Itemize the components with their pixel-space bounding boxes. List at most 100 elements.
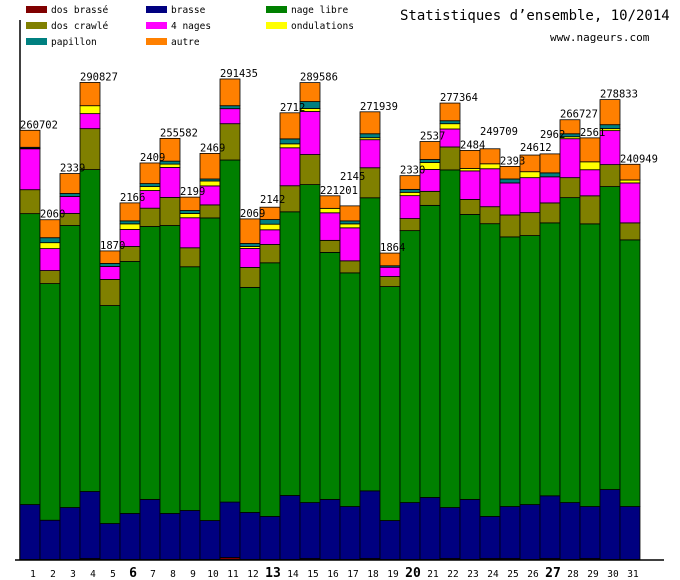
bar-segment-papillon-day-9 bbox=[179, 210, 201, 214]
bar-segment-dos-crawle-day-22 bbox=[439, 146, 461, 171]
bar-segment-autre-day-12 bbox=[239, 218, 261, 244]
bar-segment-dos-crawle-day-15 bbox=[299, 154, 321, 185]
bar-segment-nage-libre-day-1 bbox=[19, 213, 41, 505]
bar-segment-4-nages-day-5 bbox=[99, 266, 121, 280]
bar-segment-autre-day-30 bbox=[599, 99, 621, 126]
x-tick-label: 9 bbox=[190, 569, 196, 580]
legend-swatch-ondulations bbox=[266, 22, 287, 29]
bar-segment-brasse-day-30 bbox=[599, 489, 621, 560]
bar-total-label: 24612 bbox=[520, 142, 552, 154]
bar-segment-papillon-day-13 bbox=[259, 219, 281, 225]
x-tick-label: 30 bbox=[607, 569, 619, 580]
bar-total-label: 2069 bbox=[240, 208, 265, 220]
bar-total-label: 2166 bbox=[120, 192, 145, 204]
bar-segment-brasse-day-27 bbox=[539, 495, 561, 559]
legend-label-nage-libre: nage libre bbox=[291, 5, 348, 16]
bar-total-label: 2962 bbox=[540, 129, 565, 141]
bar-segment-nage-libre-day-6 bbox=[119, 261, 141, 514]
bar-segment-ondulations-day-17 bbox=[339, 223, 361, 229]
bar-segment-papillon-day-18 bbox=[359, 133, 381, 139]
bar-segment-brasse-day-3 bbox=[59, 507, 81, 560]
bar-segment-nage-libre-day-13 bbox=[259, 262, 281, 517]
x-tick-label: 16 bbox=[327, 569, 339, 580]
bar-segment-4-nages-day-23 bbox=[459, 170, 481, 200]
bar-segment-ondulations-day-9 bbox=[179, 213, 201, 219]
bar-total-label: 1864 bbox=[380, 242, 405, 254]
bar-segment-4-nages-day-15 bbox=[299, 111, 321, 155]
bar-total-label: 2145 bbox=[340, 171, 365, 183]
legend-swatch-autre bbox=[146, 38, 167, 45]
bar-segment-4-nages-day-20 bbox=[399, 195, 421, 219]
bar-segment-nage-libre-day-21 bbox=[419, 204, 441, 498]
bar-segment-brasse-day-10 bbox=[199, 520, 221, 560]
bar-segment-ondulations-day-16 bbox=[319, 207, 341, 214]
x-tick-label: 18 bbox=[367, 569, 379, 580]
bar-segment-4-nages-day-27 bbox=[539, 176, 561, 204]
bar-segment-dos-crawle-day-30 bbox=[599, 164, 621, 187]
bar-segment-brasse-day-14 bbox=[279, 495, 301, 560]
bar-total-label: 2060 bbox=[40, 209, 65, 221]
bar-total-label: 255582 bbox=[160, 127, 198, 139]
bar-segment-4-nages-day-26 bbox=[519, 177, 541, 214]
bar-total-label: 2330 bbox=[400, 165, 425, 177]
bar-segment-dos-crawle-day-26 bbox=[519, 212, 541, 236]
bar-segment-nage-libre-day-20 bbox=[399, 230, 421, 503]
bar-segment-4-nages-day-14 bbox=[279, 147, 301, 187]
bar-segment-4-nages-day-12 bbox=[239, 248, 261, 268]
bar-segment-brasse-day-31 bbox=[619, 506, 641, 560]
x-tick-label: 21 bbox=[427, 569, 439, 580]
bar-segment-autre-day-20 bbox=[399, 175, 421, 190]
x-tick-label: 23 bbox=[467, 569, 478, 580]
bar-total-label: 249709 bbox=[480, 126, 518, 138]
bar-segment-nage-libre-day-16 bbox=[319, 252, 341, 500]
legend-label-4-nages: 4 nages bbox=[171, 21, 211, 32]
bar-segment-4-nages-day-8 bbox=[159, 167, 181, 198]
bar-segment-nage-libre-day-11 bbox=[219, 159, 241, 503]
bar-segment-autre-day-19 bbox=[379, 252, 401, 267]
x-tick-label: 10 bbox=[207, 569, 219, 580]
bar-total-label: 2199 bbox=[180, 186, 205, 198]
bar-segment-papillon-day-11 bbox=[219, 105, 241, 110]
bar-segment-autre-day-3 bbox=[59, 173, 81, 194]
bar-segment-dos-crawle-day-7 bbox=[139, 207, 161, 227]
bar-segment-autre-day-5 bbox=[99, 250, 121, 264]
bar-segment-brasse-day-2 bbox=[39, 519, 61, 560]
bar-segment-autre-day-11 bbox=[219, 78, 241, 107]
bar-segment-brasse-day-4 bbox=[79, 491, 101, 559]
bar-segment-dos-crawle-day-10 bbox=[199, 204, 221, 219]
bar-total-label: 2409 bbox=[140, 152, 165, 164]
bar-segment-brasse-day-23 bbox=[459, 499, 481, 560]
bar-total-label: 260702 bbox=[20, 119, 58, 131]
bar-total-label: 221201 bbox=[320, 185, 358, 197]
bar-segment-4-nages-day-24 bbox=[479, 168, 501, 208]
bar-total-label: 240949 bbox=[620, 153, 658, 165]
bar-segment-4-nages-day-28 bbox=[559, 138, 581, 179]
bar-segment-nage-libre-day-31 bbox=[619, 239, 641, 507]
bar-segment-autre-day-1 bbox=[19, 129, 41, 148]
bar-total-label: 277364 bbox=[440, 92, 478, 104]
bar-segment-dos-crawle-day-21 bbox=[419, 190, 441, 206]
bar-segment-brasse-day-21 bbox=[419, 497, 441, 560]
bar-segment-brasse-day-22 bbox=[439, 507, 461, 559]
bar-segment-dos-crawle-day-27 bbox=[539, 202, 561, 224]
bar-segment-autre-day-27 bbox=[539, 153, 561, 174]
bar-segment-dos-crawle-day-28 bbox=[559, 177, 581, 199]
bar-segment-autre-day-6 bbox=[119, 202, 141, 222]
bar-segment-papillon-day-6 bbox=[119, 220, 141, 225]
bar-segment-brasse-day-16 bbox=[319, 499, 341, 560]
bar-segment-dos-crawle-day-9 bbox=[179, 247, 201, 268]
bar-segment-autre-day-15 bbox=[299, 82, 321, 102]
bar-segment-nage-libre-day-22 bbox=[439, 169, 461, 508]
x-tick-label: 24 bbox=[487, 569, 499, 580]
bar-segment-4-nages-day-17 bbox=[339, 227, 361, 262]
bar-segment-dos-crawle-day-25 bbox=[499, 214, 521, 238]
bar-segment-nage-libre-day-2 bbox=[39, 283, 61, 521]
bar-segment-autre-day-28 bbox=[559, 119, 581, 135]
bars-group bbox=[19, 78, 641, 560]
bar-segment-nage-libre-day-26 bbox=[519, 235, 541, 505]
x-tick-label: 8 bbox=[170, 569, 176, 580]
bar-segment-papillon-day-21 bbox=[419, 159, 441, 163]
bar-segment-nage-libre-day-19 bbox=[379, 286, 401, 521]
